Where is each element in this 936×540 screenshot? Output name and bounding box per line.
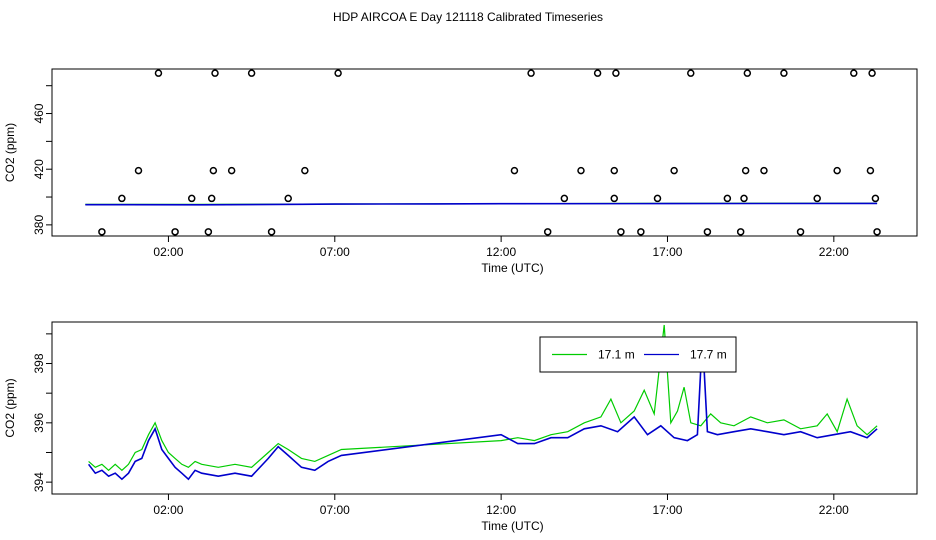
data-point: [740, 194, 748, 203]
data-point: [741, 166, 750, 175]
data-point: [171, 228, 179, 236]
data-point: [593, 69, 602, 77]
data-point: [612, 69, 620, 77]
x-tick-label: 22:00: [819, 245, 849, 259]
data-point: [743, 69, 752, 77]
y-axis-title: CO2 (ppm): [3, 123, 17, 182]
x-tick-label: 17:00: [652, 245, 682, 259]
x-axis-title: Time (UTC): [481, 519, 543, 533]
data-point: [723, 194, 732, 203]
data-point: [871, 194, 880, 203]
data-point: [267, 228, 276, 236]
plot-frame: [51, 68, 918, 237]
data-point: [850, 69, 858, 77]
series-line-2: [87, 336, 878, 481]
data-point: [653, 194, 662, 203]
data-point: [780, 69, 788, 77]
chart-panel-1: 02:00 07:00 12:00 17:00 22:00 380 420 460 Time (…: [3, 68, 918, 275]
legend: 17.1 m 17.7 m: [539, 336, 737, 373]
data-point: [670, 166, 678, 175]
data-point: [866, 166, 875, 175]
y-tick-label: 396: [32, 412, 46, 432]
data-point: [736, 228, 745, 236]
data-point: [207, 194, 216, 203]
chart-title: HDP AIRCOA E Day 121118 Calibrated Times…: [332, 10, 604, 24]
data-point: [301, 166, 309, 175]
x-tick-label: 17:00: [652, 503, 682, 517]
data-point: [543, 228, 552, 236]
x-tick-label: 07:00: [320, 503, 350, 517]
legend-label-1: 17.1 m: [598, 348, 635, 362]
data-point: [118, 194, 126, 203]
data-point: [247, 69, 256, 77]
data-point: [187, 194, 196, 203]
data-point: [868, 69, 876, 77]
data-point: [577, 166, 585, 175]
y-tick-label: 380: [32, 215, 46, 235]
data-point: [560, 194, 569, 203]
y-tick-label: 394: [32, 472, 46, 492]
plot-frame: [51, 321, 918, 495]
data-point: [510, 166, 519, 175]
y-tick-label: 460: [32, 103, 46, 123]
x-tick-label: 02:00: [153, 503, 183, 517]
y-axis-title: CO2 (ppm): [3, 378, 17, 437]
data-point: [334, 69, 342, 77]
x-tick-label: 02:00: [153, 245, 183, 259]
x-tick-label: 22:00: [819, 503, 849, 517]
series-line-2: [85, 202, 878, 206]
chart-panel-2: 02:00 07:00 12:00 17:00 22:00 394 396 398 Time (…: [3, 321, 918, 533]
data-point: [796, 228, 805, 236]
data-point: [873, 228, 881, 236]
series-line-1: [88, 324, 878, 472]
data-point: [134, 166, 143, 175]
data-point: [211, 69, 219, 77]
data-point: [813, 194, 821, 203]
data-point: [527, 69, 535, 77]
data-point: [610, 166, 618, 175]
data-point: [98, 228, 106, 236]
x-axis-title: Time (UTC): [481, 261, 543, 275]
data-point: [833, 166, 841, 175]
data-point: [617, 228, 625, 236]
data-point: [209, 166, 218, 175]
data-point: [637, 228, 645, 236]
data-point: [154, 69, 163, 77]
x-tick-label: 12:00: [486, 503, 516, 517]
legend-label-2: 17.7 m: [690, 348, 727, 362]
data-point: [227, 166, 236, 175]
x-tick-label: 12:00: [486, 245, 516, 259]
data-point: [760, 166, 768, 175]
data-point: [610, 194, 618, 203]
x-tick-label: 07:00: [320, 245, 350, 259]
data-point: [703, 228, 712, 236]
y-tick-label: 420: [32, 159, 46, 179]
data-point: [284, 194, 292, 203]
data-point: [687, 69, 695, 77]
data-point: [204, 228, 213, 236]
y-tick-label: 398: [32, 353, 46, 373]
